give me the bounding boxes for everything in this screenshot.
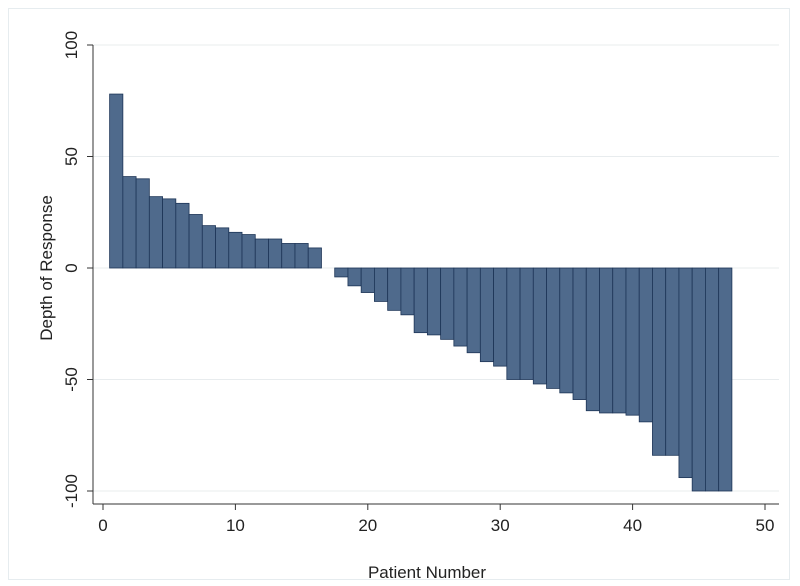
bar-patient-37 xyxy=(585,267,600,412)
bar-patient-16 xyxy=(307,247,322,269)
bar-patient-18 xyxy=(334,267,349,278)
bar-patient-4 xyxy=(148,196,163,269)
bar-patient-30 xyxy=(493,267,508,367)
y-axis-title: Depth of Response xyxy=(37,195,56,341)
bar-patient-46 xyxy=(705,267,720,492)
x-tick-label-2: 20 xyxy=(358,516,377,535)
bar-patient-43 xyxy=(665,267,680,456)
x-axis-title: Patient Number xyxy=(368,563,486,582)
bar-patient-39 xyxy=(612,267,627,414)
bar-patient-29 xyxy=(479,267,494,363)
bar-patient-2 xyxy=(122,176,137,269)
y-tick-label-2: 0 xyxy=(62,263,81,272)
bar-patient-41 xyxy=(638,267,653,423)
bar-patient-5 xyxy=(162,198,177,269)
bar-patient-9 xyxy=(215,227,230,269)
x-tick-label-1: 10 xyxy=(226,516,245,535)
bar-patient-44 xyxy=(678,267,693,479)
x-tick-label-0: 0 xyxy=(98,516,107,535)
bar-patient-34 xyxy=(546,267,561,389)
bar-patient-13 xyxy=(268,238,283,269)
bar-patient-10 xyxy=(228,231,243,269)
x-tick-layer: 0 10 20 30 40 50 xyxy=(98,504,774,535)
bar-patient-38 xyxy=(599,267,614,414)
bar-patient-40 xyxy=(625,267,640,416)
bar-patient-27 xyxy=(453,267,468,347)
bar-patient-1 xyxy=(109,93,124,269)
bar-patient-6 xyxy=(175,202,190,269)
bar-patient-3 xyxy=(135,178,150,269)
bar-patient-28 xyxy=(466,267,481,354)
y-tick-label-1: -50 xyxy=(62,367,81,392)
bar-patient-21 xyxy=(374,267,389,302)
axis-layer xyxy=(92,45,779,505)
bar-patient-22 xyxy=(387,267,402,311)
bar-patient-25 xyxy=(426,267,442,336)
bar-patient-36 xyxy=(572,267,587,400)
bar-patient-47 xyxy=(718,267,733,492)
y-tick-label-3: 50 xyxy=(62,147,81,166)
bar-patient-31 xyxy=(506,267,521,380)
bar-layer xyxy=(109,93,733,492)
x-tick-label-3: 30 xyxy=(491,516,510,535)
bar-patient-35 xyxy=(559,267,574,394)
bar-patient-8 xyxy=(201,225,216,269)
bar-patient-7 xyxy=(188,214,203,269)
y-tick-label-0: -100 xyxy=(62,474,81,508)
bar-patient-19 xyxy=(347,267,362,287)
bar-patient-12 xyxy=(254,238,269,269)
bar-patient-23 xyxy=(400,267,415,316)
y-tick-label-4: 100 xyxy=(62,31,81,59)
y-tick-layer: -100 -50 0 50 100 xyxy=(62,31,93,508)
bar-patient-15 xyxy=(294,243,309,269)
bar-patient-20 xyxy=(360,267,375,293)
bar-patient-11 xyxy=(241,234,256,269)
bar-patient-24 xyxy=(413,267,428,334)
x-tick-label-4: 40 xyxy=(623,516,642,535)
bar-patient-33 xyxy=(532,267,547,385)
bar-patient-42 xyxy=(652,267,667,456)
bar-patient-32 xyxy=(519,267,534,380)
bar-patient-26 xyxy=(440,267,455,340)
bar-patient-14 xyxy=(281,243,296,269)
x-tick-label-5: 50 xyxy=(756,516,775,535)
bar-patient-45 xyxy=(691,267,706,492)
